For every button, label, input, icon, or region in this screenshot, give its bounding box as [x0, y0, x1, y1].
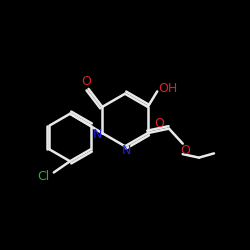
- Text: O: O: [82, 76, 92, 88]
- Text: N: N: [93, 128, 102, 141]
- Text: N: N: [122, 144, 131, 157]
- Text: O: O: [155, 118, 164, 130]
- Text: Cl: Cl: [38, 170, 50, 183]
- Text: OH: OH: [158, 82, 177, 95]
- Text: O: O: [180, 144, 190, 157]
